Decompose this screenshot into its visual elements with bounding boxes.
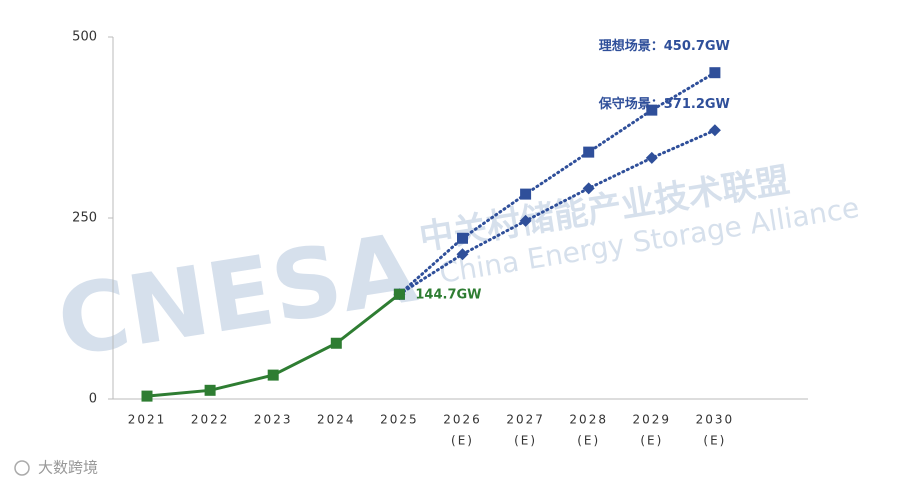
- x-tick-label: 2021: [128, 413, 167, 427]
- marker: [456, 248, 469, 261]
- x-tick-note: (E): [577, 434, 600, 448]
- y-tick-label: 0: [89, 392, 97, 407]
- x-tick-label: 2029: [633, 413, 672, 427]
- x-tick-label: 2027: [506, 413, 545, 427]
- marker: [582, 182, 595, 195]
- x-tick-label: 2028: [569, 413, 608, 427]
- x-tick-note: (E): [703, 434, 726, 448]
- footer-logo: 大数跨境: [38, 459, 98, 477]
- logo-icon: [14, 460, 30, 476]
- marker: [204, 384, 216, 396]
- x-tick-label: 2024: [317, 413, 356, 427]
- y-tick-label: 500: [72, 30, 97, 45]
- watermark: CNESA: [50, 212, 423, 379]
- marker: [583, 146, 595, 158]
- x-tick-note: (E): [640, 434, 663, 448]
- value-label: 144.7GW: [415, 288, 481, 303]
- x-tick-note: (E): [451, 434, 474, 448]
- x-tick-label: 2022: [191, 413, 230, 427]
- series-line: [397, 128, 717, 296]
- x-tick-note: (E): [514, 434, 537, 448]
- x-tick-label: 2026: [443, 413, 482, 427]
- marker: [709, 67, 721, 79]
- marker: [393, 288, 405, 300]
- marker: [141, 390, 153, 402]
- value-label: 保守场景：371.2GW: [598, 96, 730, 112]
- y-tick-label: 250: [72, 211, 97, 226]
- x-tick-label: 2023: [254, 413, 293, 427]
- x-tick-label: 2030: [696, 413, 735, 427]
- marker: [645, 151, 658, 164]
- marker: [519, 214, 532, 227]
- x-tick-label: 2025: [380, 413, 419, 427]
- marker: [708, 124, 721, 137]
- value-label: 理想场景：450.7GW: [599, 38, 730, 54]
- marker: [267, 369, 279, 381]
- marker: [330, 337, 342, 349]
- marker: [646, 104, 658, 116]
- marker: [520, 188, 532, 200]
- marker: [457, 232, 468, 244]
- series-line: [397, 71, 717, 296]
